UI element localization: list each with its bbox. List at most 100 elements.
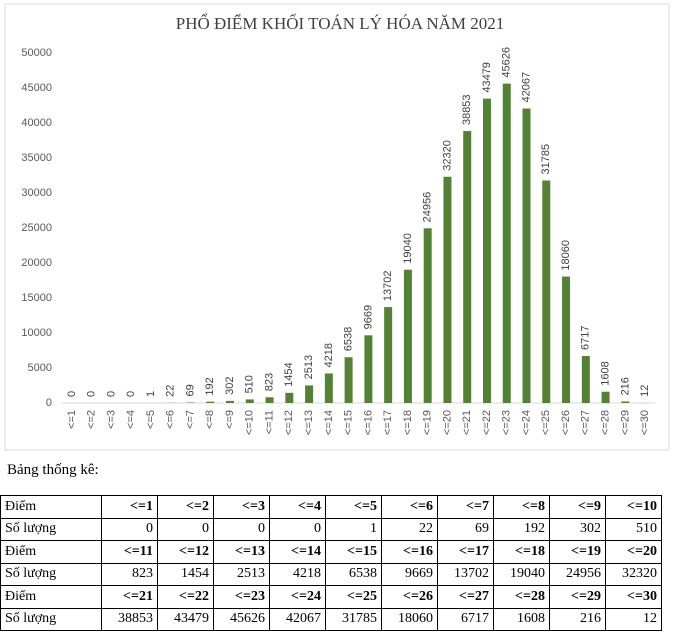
bar <box>581 355 590 403</box>
category-cell: <=6 <box>381 495 438 519</box>
value-cell: 302 <box>549 517 606 541</box>
value-cell: 1 <box>325 517 382 541</box>
table-row: Điểm <=21 <=22 <=23 <=24 <=25 <=26 <=27 <=28 <=29… <box>0 585 662 609</box>
category-cell: <=23 <box>213 585 270 609</box>
category-cell: <=27 <box>437 585 494 609</box>
value-cell: 192 <box>493 517 550 541</box>
category-cell: <=2 <box>157 495 214 519</box>
value-cell: 510 <box>605 517 662 541</box>
x-tick-label: <=4 <box>125 410 137 429</box>
value-label: 45626 <box>501 47 513 78</box>
value-label: 192 <box>204 377 216 395</box>
category-cell: <=20 <box>605 540 662 564</box>
x-tick-label: <=23 <box>501 410 513 435</box>
value-cell: 43479 <box>157 607 214 631</box>
value-label: 38853 <box>461 94 473 125</box>
category-cell: <=16 <box>381 540 438 564</box>
bar <box>285 392 294 403</box>
category-cell: <=4 <box>269 495 326 519</box>
value-cell: 823 <box>101 562 158 586</box>
value-label: 19040 <box>402 233 414 264</box>
x-tick-label: <=20 <box>441 410 453 435</box>
value-cell: 69 <box>437 517 494 541</box>
value-label: 1454 <box>283 362 295 386</box>
y-tick-label: 0 <box>46 397 52 409</box>
x-tick-label: <=27 <box>580 410 592 435</box>
value-cell: 24956 <box>549 562 606 586</box>
bar <box>324 373 333 403</box>
value-label: 6717 <box>580 325 592 349</box>
table-row: Điểm <=1 <=2 <=3 <=4 <=5 <=6 <=7 <=8 <=9 <=10 <box>0 495 662 519</box>
bar <box>621 401 630 403</box>
category-cell: <=25 <box>325 585 382 609</box>
value-cell: 18060 <box>381 607 438 631</box>
x-tick-label: <=10 <box>244 410 256 435</box>
x-tick-label: <=11 <box>263 410 275 434</box>
stats-table: Điểm <=1 <=2 <=3 <=4 <=5 <=6 <=7 <=8 <=9 <=10 Số lư… <box>0 495 662 631</box>
bar <box>542 180 551 403</box>
value-cell: 31785 <box>325 607 382 631</box>
category-cell: <=24 <box>269 585 326 609</box>
bar <box>384 307 393 403</box>
x-tick-label: <=29 <box>619 410 631 435</box>
row-label: Số lượng <box>0 517 102 541</box>
value-label: 24956 <box>422 192 434 223</box>
category-cell: <=14 <box>269 540 326 564</box>
value-label: 0 <box>66 391 78 397</box>
x-tick-label: <=5 <box>145 410 157 429</box>
value-cell: 1608 <box>493 607 550 631</box>
value-label: 1608 <box>599 361 611 385</box>
bar <box>364 335 373 403</box>
category-cell: <=28 <box>493 585 550 609</box>
y-tick-label: 30000 <box>21 187 52 199</box>
x-tick-label: <=22 <box>481 410 493 435</box>
x-tick-label: <=13 <box>303 410 315 435</box>
value-cell: 45626 <box>213 607 270 631</box>
value-label: 302 <box>224 377 236 395</box>
category-cell: <=22 <box>157 585 214 609</box>
x-tick-label: <=8 <box>204 410 216 429</box>
value-label: 216 <box>619 377 631 395</box>
x-tick-label: <=6 <box>165 410 177 429</box>
value-label: 1 <box>145 391 157 397</box>
x-tick-label: <=9 <box>224 410 236 429</box>
value-label: 69 <box>184 384 196 396</box>
x-tick-label: <=17 <box>382 410 394 435</box>
y-tick-label: 40000 <box>21 117 52 129</box>
x-tick-label: <=19 <box>422 410 434 435</box>
bar <box>522 108 531 403</box>
value-label: 6538 <box>343 327 355 351</box>
value-cell: 19040 <box>493 562 550 586</box>
value-cell: 6717 <box>437 607 494 631</box>
y-tick-label: 20000 <box>21 257 52 269</box>
chart-title: PHỔ ĐIỂM KHỐI TOÁN LÝ HÓA NĂM 2021 <box>176 13 505 33</box>
value-cell: 22 <box>381 517 438 541</box>
category-cell: <=21 <box>101 585 158 609</box>
value-label: 0 <box>86 391 98 397</box>
bar <box>463 131 472 404</box>
row-label: Điểm <box>0 585 102 609</box>
x-tick-label: <=14 <box>323 410 335 435</box>
bar <box>502 83 511 404</box>
value-cell: 32320 <box>605 562 662 586</box>
bar <box>226 400 235 403</box>
bar <box>245 399 254 403</box>
table-row: Điểm <=11 <=12 <=13 <=14 <=15 <=16 <=17 <=18 <=19… <box>0 540 662 564</box>
category-cell: <=12 <box>157 540 214 564</box>
category-cell: <=19 <box>549 540 606 564</box>
value-label: 43479 <box>481 62 493 93</box>
value-label: 510 <box>244 375 256 393</box>
bar <box>403 269 412 403</box>
bar <box>265 397 274 403</box>
row-label: Điểm <box>0 540 102 564</box>
row-label: Số lượng <box>0 607 102 631</box>
x-tick-label: <=2 <box>86 410 98 429</box>
value-cell: 4218 <box>269 562 326 586</box>
value-cell: 13702 <box>437 562 494 586</box>
x-tick-label: <=28 <box>599 410 611 435</box>
category-cell: <=9 <box>549 495 606 519</box>
value-cell: 0 <box>269 517 326 541</box>
category-cell: <=1 <box>101 495 158 519</box>
category-cell: <=30 <box>605 585 662 609</box>
